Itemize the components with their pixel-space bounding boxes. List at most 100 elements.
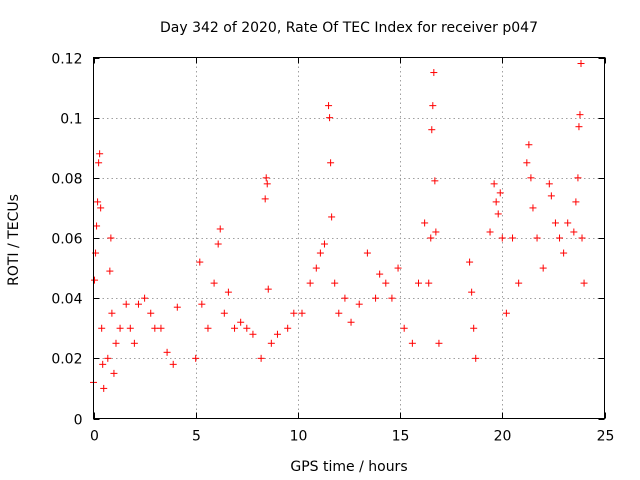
data-point: [527, 174, 535, 182]
y-tick-label: 0.08: [51, 172, 82, 188]
data-point: [116, 324, 124, 332]
x-axis-label: GPS time / hours: [290, 459, 407, 475]
data-point: [263, 180, 271, 188]
data-point: [545, 180, 553, 188]
data-point: [320, 240, 328, 248]
x-tick-label: 0: [90, 429, 99, 445]
data-point: [492, 198, 500, 206]
data-point: [470, 324, 478, 332]
data-point: [494, 210, 502, 218]
data-point: [577, 60, 585, 68]
data-point: [466, 258, 474, 266]
data-point: [382, 279, 390, 287]
data-point: [578, 234, 586, 242]
data-point: [198, 300, 206, 308]
data-point: [509, 234, 517, 242]
data-point: [468, 288, 476, 296]
x-tick-label: 10: [290, 429, 308, 445]
data-point: [376, 270, 384, 278]
x-tick-label: 5: [192, 429, 201, 445]
data-point: [108, 309, 116, 317]
data-point: [94, 198, 102, 206]
y-tick-labels: 0 0.02 0.04 0.06 0.08 0.1 0.12: [51, 52, 82, 429]
data-point: [298, 309, 306, 317]
data-point: [472, 354, 480, 362]
data-point: [237, 318, 245, 326]
data-point: [327, 159, 335, 167]
data-point: [533, 234, 541, 242]
data-point: [486, 228, 494, 236]
data-point: [100, 384, 108, 392]
data-point: [328, 213, 336, 221]
data-point: [216, 225, 224, 233]
data-point: [564, 219, 572, 227]
data-point: [572, 198, 580, 206]
data-point: [122, 300, 130, 308]
data-point: [224, 288, 232, 296]
data-point: [429, 102, 437, 110]
data-point: [363, 249, 371, 257]
data-point: [556, 234, 564, 242]
y-axis-label: ROTI / TECUs: [6, 194, 22, 286]
data-point: [325, 102, 333, 110]
data-point: [107, 234, 115, 242]
data-point: [570, 228, 578, 236]
x-tick-labels: 0 5 10 15 20 25: [90, 429, 614, 445]
data-point: [560, 249, 568, 257]
y-tick-label: 0.1: [60, 112, 82, 128]
data-point: [163, 348, 171, 356]
data-point: [502, 309, 510, 317]
data-point: [551, 219, 559, 227]
data-point: [341, 294, 349, 302]
data-point: [210, 279, 218, 287]
data-point: [394, 264, 402, 272]
data-point: [575, 123, 583, 131]
data-point: [490, 180, 498, 188]
data-point: [580, 279, 588, 287]
y-tick-label: 0.06: [51, 232, 82, 248]
data-point: [421, 219, 429, 227]
data-point: [93, 222, 101, 230]
data-point: [523, 159, 531, 167]
data-point: [231, 324, 239, 332]
data-point: [331, 279, 339, 287]
data-point: [335, 309, 343, 317]
data-point: [130, 339, 138, 347]
data-point: [427, 234, 435, 242]
data-point: [355, 300, 363, 308]
data-point: [408, 339, 416, 347]
data-point: [496, 189, 504, 197]
data-point: [576, 111, 584, 119]
data-point: [539, 264, 547, 272]
data-point: [312, 264, 320, 272]
data-point: [529, 204, 537, 212]
data-point: [290, 309, 298, 317]
data-point: [104, 354, 112, 362]
data-point: [435, 339, 443, 347]
data-point: [134, 300, 142, 308]
data-point: [400, 324, 408, 332]
y-tick-label: 0.12: [51, 52, 82, 68]
data-point: [157, 324, 165, 332]
data-point: [112, 339, 120, 347]
data-point: [431, 177, 439, 185]
data-point: [574, 174, 582, 182]
data-point: [126, 324, 134, 332]
data-point: [98, 324, 106, 332]
data-point: [284, 324, 292, 332]
data-point: [91, 276, 99, 284]
data-point: [214, 240, 222, 248]
data-point: [97, 204, 105, 212]
data-point: [261, 195, 269, 203]
x-tick-label: 15: [392, 429, 410, 445]
data-point: [414, 279, 422, 287]
axis-ticks: [93, 57, 606, 420]
data-point: [372, 294, 380, 302]
y-tick-label: 0.04: [51, 292, 82, 308]
data-point: [428, 126, 436, 134]
data-point: [243, 324, 251, 332]
data-point: [147, 309, 155, 317]
data-point: [110, 369, 118, 377]
data-points: [90, 60, 588, 392]
